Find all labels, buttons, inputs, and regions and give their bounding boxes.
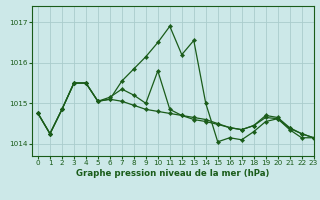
X-axis label: Graphe pression niveau de la mer (hPa): Graphe pression niveau de la mer (hPa): [76, 169, 269, 178]
